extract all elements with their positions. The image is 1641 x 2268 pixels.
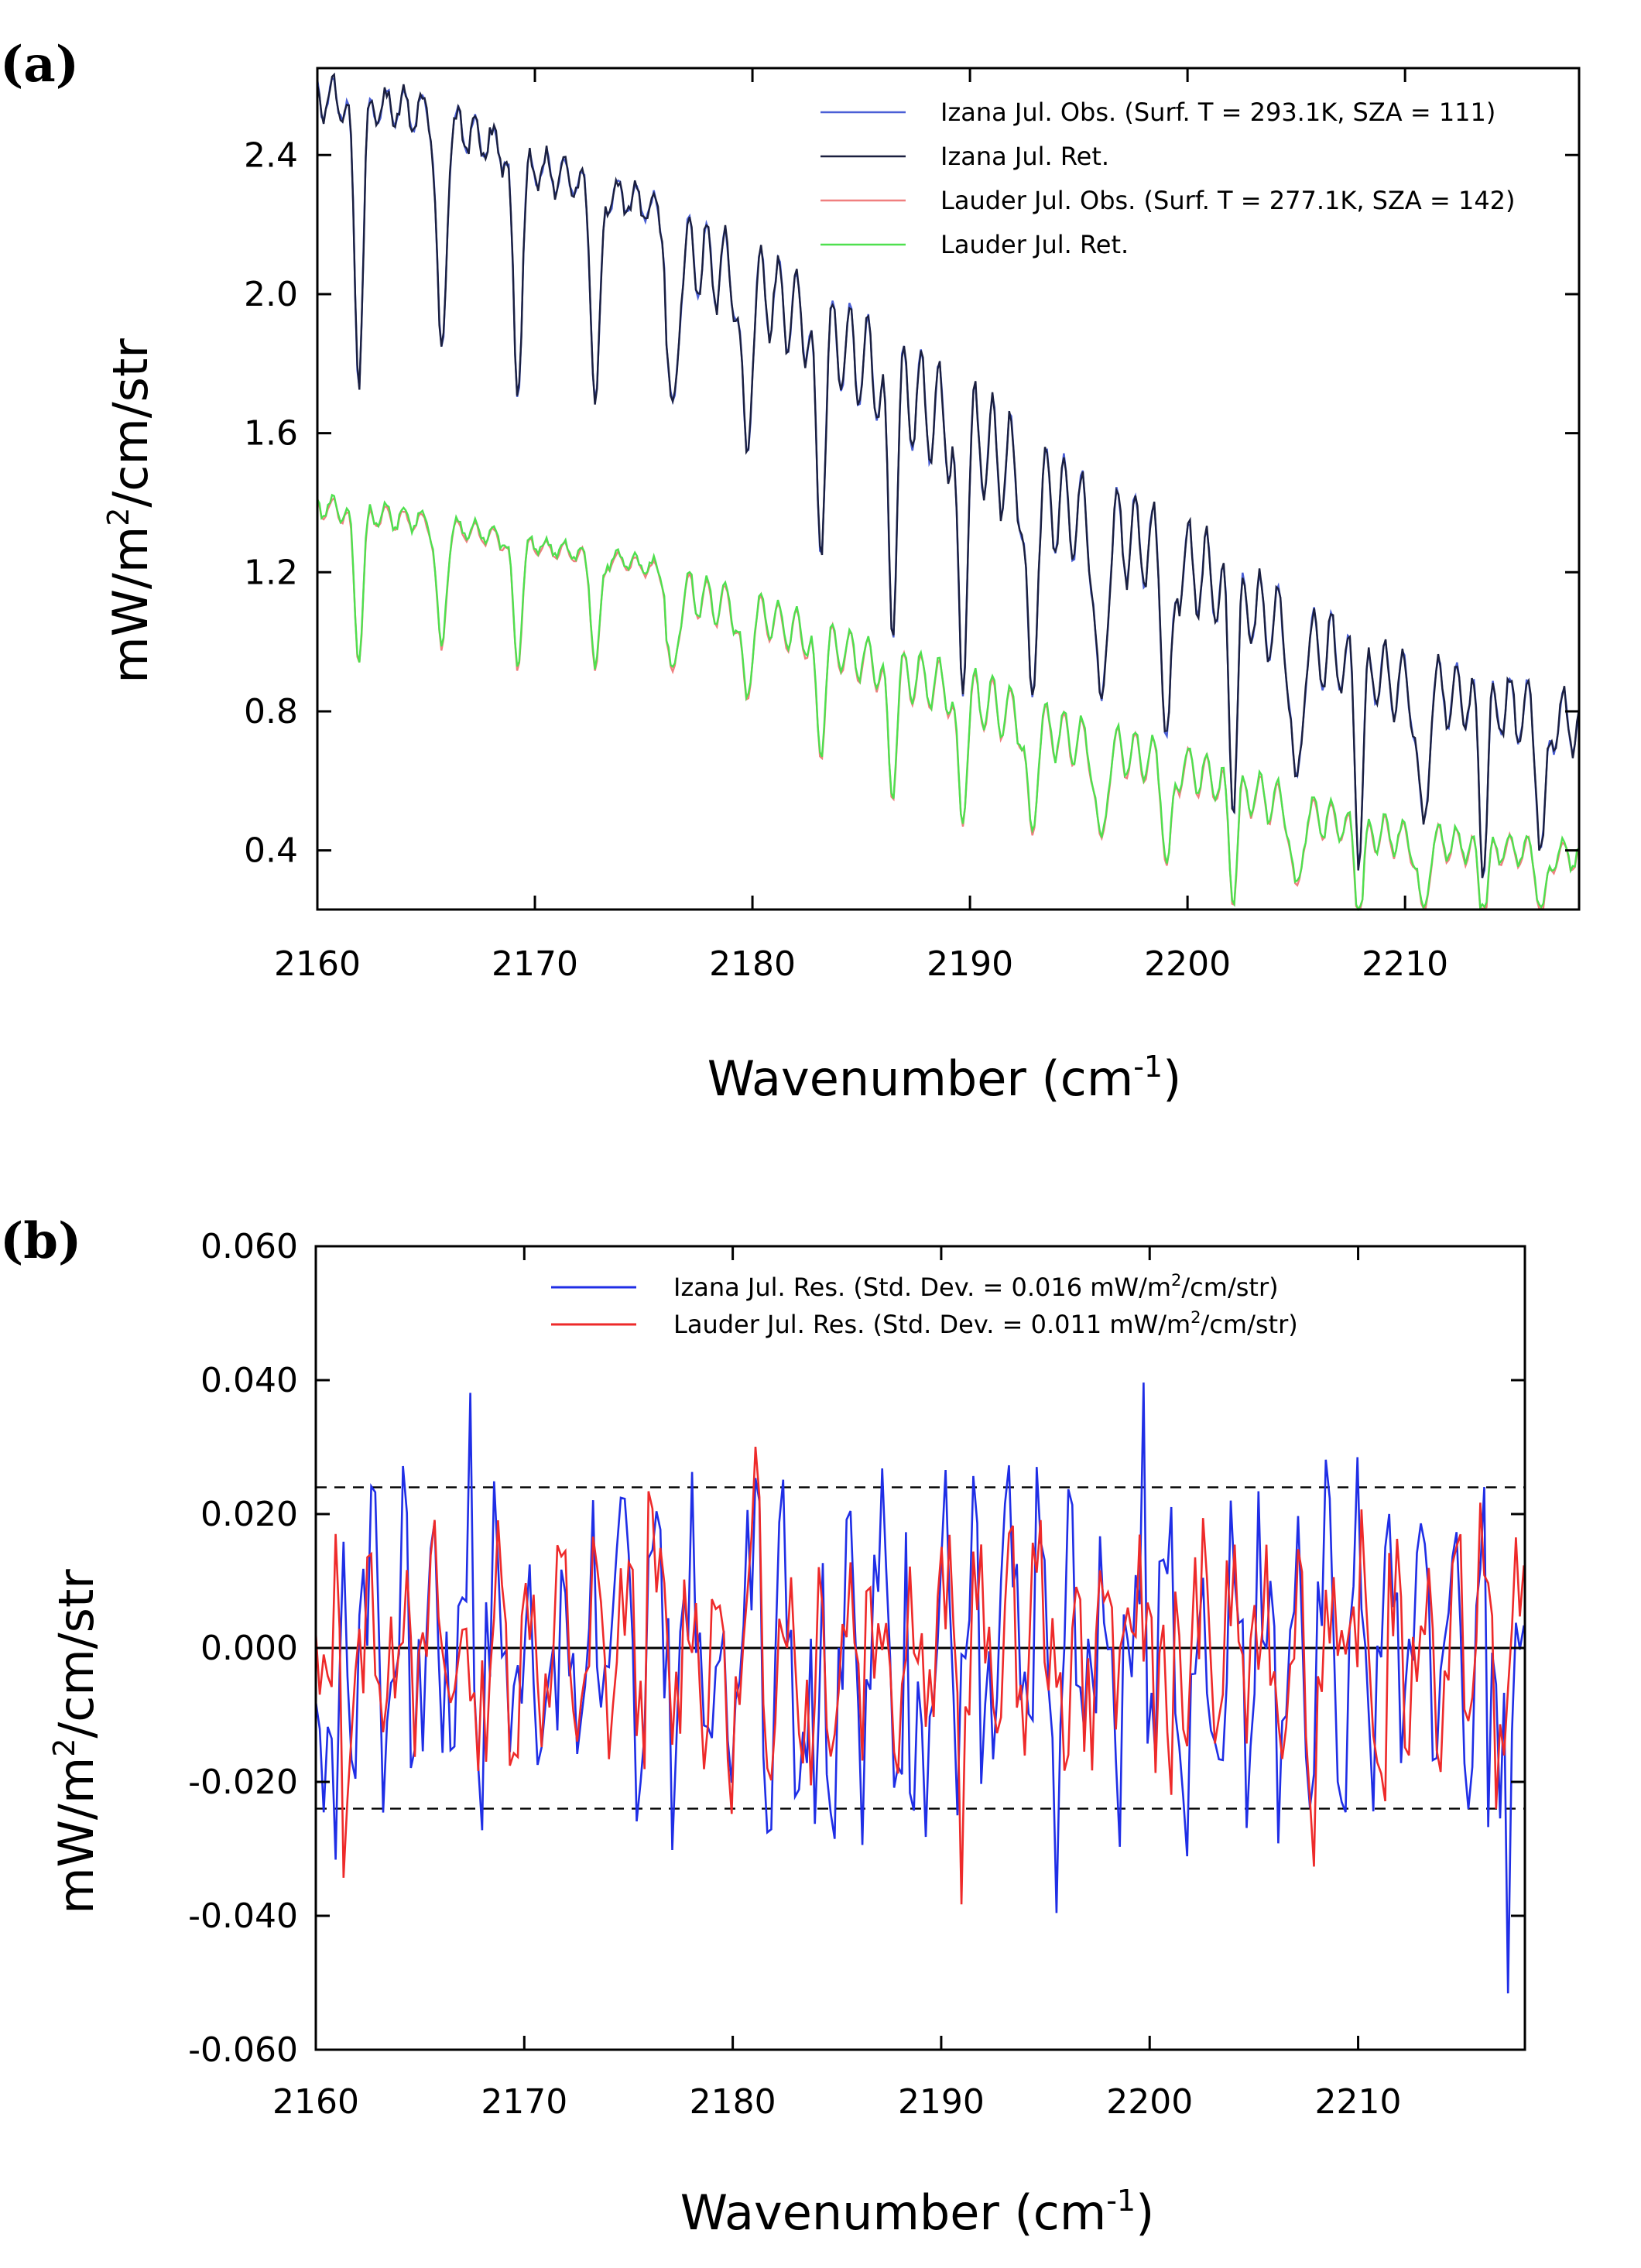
panel-a-series-lauder_ret: [316, 493, 1580, 912]
panel-a-label: (a): [0, 36, 79, 94]
panel-b-x-tick-label: 2170: [481, 2082, 567, 2122]
panel-a-x-tick-label: 2210: [1362, 944, 1448, 984]
panel-b-y-axis-label: mW/m2/cm/str: [47, 1569, 104, 1914]
panel-b: (b) 2160 2170 2180 2190 2200 2210 -0.060 -0.040…: [0, 1212, 1526, 2241]
panel-a-plot-frame: [316, 67, 1581, 911]
panel-b-y-tick-label: -0.040: [188, 1896, 298, 1936]
panel-a-x-tick-label: 2170: [492, 944, 578, 984]
panel-b-series-izana-residual: [314, 1382, 1525, 1994]
panel-a-y-tick-label: 1.2: [244, 553, 298, 592]
panel-b-x-tick-label: 2180: [690, 2082, 776, 2122]
panel-a-legend-label: Lauder Jul. Obs. (Surf. T = 277.1K, SZA …: [940, 186, 1516, 215]
panel-b-y-tick-label: 0.020: [200, 1495, 298, 1534]
panel-a-x-tick-label: 2160: [274, 944, 361, 984]
panel-a-y-tick-label: 1.6: [244, 414, 298, 454]
panel-b-ticks: 2160 2170 2180 2190 2200 2210 -0.060 -0.040 -0.0…: [188, 1227, 1525, 2122]
panel-a-series-lines: [316, 72, 1581, 912]
panel-a-x-tick-label: 2190: [927, 944, 1013, 984]
panel-a-y-tick-label: 2.0: [244, 275, 298, 314]
panel-b-y-tick-label: 0.060: [200, 1227, 298, 1266]
panel-b-x-tick-label: 2200: [1106, 2082, 1193, 2122]
panel-b-x-tick-label: 2160: [272, 2082, 359, 2122]
panel-a-x-tick-label: 2200: [1144, 944, 1231, 984]
panel-a-legend-label: Izana Jul. Ret.: [940, 142, 1109, 171]
panel-b-y-tick-label: 0.000: [200, 1629, 298, 1668]
panel-b-label: (b): [0, 1212, 81, 1270]
panel-a-ticks: 2160 2170 2180 2190 2200 2210 0.4 0.8 1.2 1.6 2.0 2…: [244, 68, 1579, 984]
panel-b-x-tick-label: 2190: [898, 2082, 985, 2122]
panel-a-legend-label: Izana Jul. Obs. (Surf. T = 293.1K, SZA =…: [940, 98, 1495, 127]
panel-b-series-lauder-residual: [314, 1446, 1525, 1905]
panel-a-series-izana_ret: [316, 72, 1581, 879]
panel-a-y-tick-label: 0.8: [244, 692, 298, 731]
panel-b-legend-label: Izana Jul. Res. (Std. Dev. = 0.016 mW/m2…: [673, 1271, 1279, 1302]
panel-a-y-tick-label: 0.4: [244, 831, 298, 871]
panel-a-x-tick-label: 2180: [709, 944, 796, 984]
panel-b-x-axis-label: Wavenumber (cm-1): [680, 2184, 1155, 2241]
panel-b-y-tick-label: -0.060: [188, 2030, 298, 2070]
panel-b-y-tick-label: -0.020: [188, 1763, 298, 1802]
panel-a-legend-label: Lauder Jul. Ret.: [940, 230, 1129, 259]
panel-b-series-lines: [314, 1382, 1525, 1994]
panel-b-legend: Izana Jul. Res. (Std. Dev. = 0.016 mW/m2…: [551, 1271, 1298, 1339]
panel-a-x-axis-label: Wavenumber (cm-1): [707, 1050, 1182, 1107]
panel-a-y-axis-label: mW/m2/cm/str: [101, 338, 159, 683]
panel-b-legend-label: Lauder Jul. Res. (Std. Dev. = 0.011 mW/m…: [673, 1308, 1298, 1339]
panel-b-x-tick-label: 2210: [1315, 2082, 1402, 2122]
panel-a-y-tick-label: 2.4: [244, 135, 298, 175]
panel-a: (a) 2160 2170 2180 2190 2200 2210 0.4 0.8 1.2 1.6…: [0, 36, 1581, 1107]
panel-b-y-tick-label: 0.040: [200, 1361, 298, 1400]
panel-a-series-lauder_obs: [316, 496, 1581, 910]
panel-a-legend: Izana Jul. Obs. (Surf. T = 293.1K, SZA =…: [820, 98, 1516, 259]
